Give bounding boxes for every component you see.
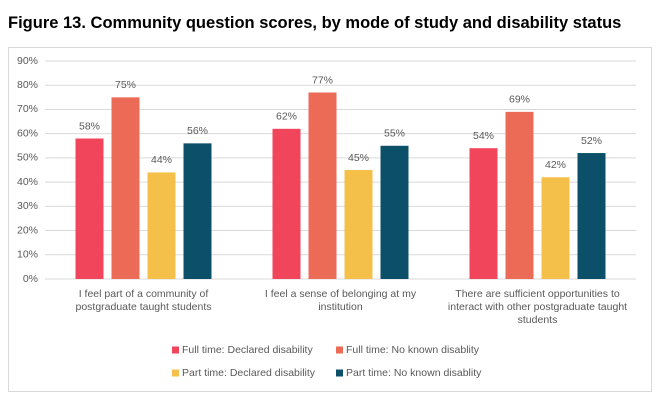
bar [577, 153, 606, 279]
y-tick-label: 50% [17, 152, 38, 164]
y-tick-label: 60% [17, 127, 38, 139]
value-label: 42% [545, 159, 566, 171]
bar [147, 172, 176, 279]
y-tick-label: 30% [17, 200, 38, 212]
value-label: 55% [384, 128, 405, 140]
y-tick-label: 70% [17, 103, 38, 115]
bar [183, 143, 212, 279]
bar [380, 145, 409, 279]
legend-label: Part time: Declared disability [182, 367, 316, 379]
chart-border [8, 47, 652, 392]
value-label: 56% [187, 125, 208, 137]
value-label: 52% [581, 135, 602, 147]
legend-swatch [336, 346, 343, 354]
chart-title: Figure 13. Community question scores, by… [8, 14, 622, 32]
value-label: 58% [79, 120, 100, 132]
legend-swatch [172, 346, 179, 354]
legend-swatch [172, 369, 179, 377]
x-tick-label: There are sufficient opportunities to in… [447, 288, 628, 326]
legend-label: Full time: No known disablity [346, 344, 480, 356]
value-label: 69% [509, 94, 530, 106]
y-tick-label: 40% [17, 176, 38, 188]
legend-label: Part time: No known disablity [346, 367, 482, 379]
value-label: 77% [312, 74, 333, 86]
value-label: 54% [473, 130, 494, 142]
bar [111, 97, 140, 279]
bar [541, 177, 570, 279]
y-tick-label: 80% [17, 79, 38, 91]
value-label: 62% [276, 111, 297, 123]
y-tick-label: 0% [23, 273, 38, 285]
bar [469, 148, 498, 279]
x-tick-label: I feel a sense of belonging at my instit… [264, 288, 417, 313]
legend-swatch [336, 369, 343, 377]
bar [308, 92, 337, 279]
value-label: 45% [348, 152, 369, 164]
y-tick-label: 90% [17, 55, 38, 67]
bar [272, 128, 301, 279]
bar [505, 111, 534, 279]
y-tick-label: 10% [17, 249, 38, 261]
x-tick-label: I feel part of a community of postgradua… [75, 288, 212, 313]
y-tick-label: 20% [17, 224, 38, 236]
legend-label: Full time: Declared disability [182, 344, 313, 356]
value-label: 75% [115, 79, 136, 91]
bar [75, 138, 104, 279]
value-label: 44% [151, 154, 172, 166]
bar [344, 170, 373, 279]
